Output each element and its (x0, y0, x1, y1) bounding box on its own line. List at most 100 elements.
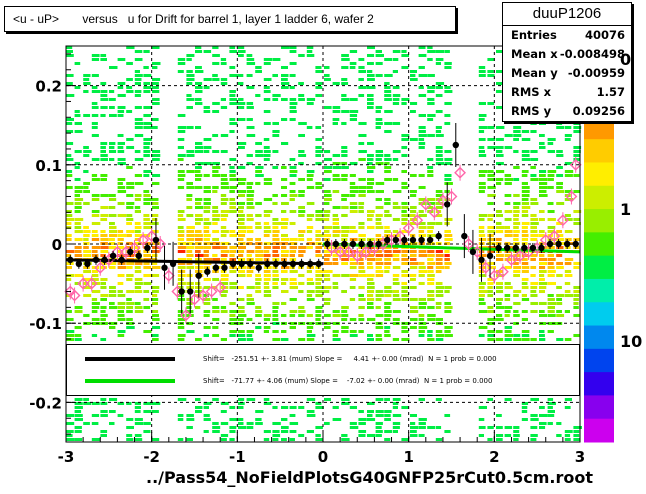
heatmap-cell (238, 206, 244, 209)
heatmap-cell (238, 218, 245, 221)
heatmap-cell (427, 166, 434, 169)
fit-legend: Shift= -251.51 +- 3.81 (mum) Slope = 4.4… (66, 344, 580, 396)
heatmap-cell (513, 338, 522, 341)
black-profile-point (392, 236, 400, 244)
heatmap-cell (556, 202, 565, 205)
heatmap-cell (547, 170, 557, 173)
heatmap-cell (306, 170, 315, 173)
heatmap-cell (384, 430, 393, 433)
heatmap-cell (306, 246, 313, 249)
heatmap-cell (91, 86, 98, 89)
heatmap-cell (66, 226, 72, 229)
heatmap-cell (298, 290, 304, 293)
heatmap-cell (126, 166, 133, 169)
heatmap-cell (496, 314, 503, 317)
heatmap-cell (332, 254, 339, 257)
heatmap-cell (229, 206, 236, 209)
heatmap-cell (152, 326, 161, 329)
heatmap-cell (177, 230, 185, 233)
heatmap-cell (367, 70, 373, 73)
heatmap-cell (324, 262, 333, 265)
heatmap-cell (195, 142, 203, 145)
heatmap-cell (66, 74, 74, 77)
heatmap-cell (513, 314, 520, 317)
heatmap-cell (238, 106, 245, 109)
heatmap-cell (203, 414, 210, 417)
heatmap-cell (556, 234, 564, 237)
heatmap-cell (246, 266, 255, 269)
heatmap-cell (152, 254, 158, 257)
heatmap-cell (435, 146, 443, 149)
heatmap-cell (281, 438, 287, 441)
heatmap-cell (513, 138, 519, 141)
heatmap-cell (367, 190, 375, 193)
heatmap-cell (418, 174, 425, 177)
heatmap-cell (384, 262, 392, 265)
heatmap-cell (315, 234, 324, 237)
heatmap-cell (238, 318, 244, 321)
heatmap-cell (203, 326, 211, 329)
heatmap-cell (444, 66, 452, 69)
heatmap-cell (427, 234, 436, 237)
heatmap-cell (272, 422, 281, 425)
heatmap-cell (263, 270, 271, 273)
heatmap-cell (478, 186, 486, 189)
heatmap-cell (246, 422, 254, 425)
heatmap-cell (513, 434, 520, 437)
heatmap-cell (401, 338, 410, 341)
heatmap-cell (177, 234, 185, 237)
black-profile-point (187, 288, 194, 295)
heatmap-cell (229, 94, 236, 97)
heatmap-cell (367, 62, 374, 65)
heatmap-cell (281, 166, 287, 169)
heatmap-cell (263, 294, 272, 297)
heatmap-cell (478, 118, 485, 121)
heatmap-cell (392, 98, 400, 101)
heatmap-cell (126, 218, 134, 221)
heatmap-cell (74, 334, 82, 337)
heatmap-cell (186, 106, 193, 109)
heatmap-cell (573, 426, 582, 429)
heatmap-cell (401, 146, 408, 149)
heatmap-cell (238, 418, 244, 421)
heatmap-cell (203, 238, 210, 241)
heatmap-cell (203, 406, 209, 409)
heatmap-cell (238, 398, 245, 401)
heatmap-cell (238, 310, 245, 313)
heatmap-cell (315, 82, 323, 85)
heatmap-cell (349, 62, 357, 65)
heatmap-cell (289, 242, 298, 245)
pink-profile-point (334, 245, 347, 258)
heatmap-cell (117, 178, 126, 181)
heatmap-cell (435, 294, 444, 297)
heatmap-cell (306, 330, 312, 333)
heatmap-cell (521, 174, 528, 177)
heatmap-cell (392, 218, 400, 221)
heatmap-cell (100, 94, 108, 97)
heatmap-cell (246, 206, 255, 209)
heatmap-cell (496, 170, 505, 173)
heatmap-cell (203, 230, 210, 233)
heatmap-cell (521, 338, 530, 341)
heatmap-cell (358, 298, 366, 301)
stats-rows: Entries 40076 Mean x -0.008498 Mean y -0.0095… (503, 26, 631, 121)
heatmap-cell (539, 310, 545, 313)
heatmap-cell (289, 250, 297, 253)
heatmap-cell (427, 98, 435, 101)
heatmap-cell (358, 178, 366, 181)
stats-row: RMS x 1.57 (503, 83, 631, 102)
heatmap-cell (289, 222, 296, 225)
heatmap-cell (375, 314, 384, 317)
heatmap-cell (220, 62, 227, 65)
heatmap-cell (496, 230, 504, 233)
black-profile-point (204, 268, 211, 275)
heatmap-cell (100, 214, 109, 217)
heatmap-cell (100, 298, 107, 301)
heatmap-cell (91, 222, 101, 225)
heatmap-cell (530, 290, 537, 293)
heatmap-cell (134, 270, 142, 273)
heatmap-cell (272, 286, 279, 289)
heatmap-cell (358, 86, 367, 89)
heatmap-cell (66, 158, 74, 161)
heatmap-cell (263, 138, 270, 141)
